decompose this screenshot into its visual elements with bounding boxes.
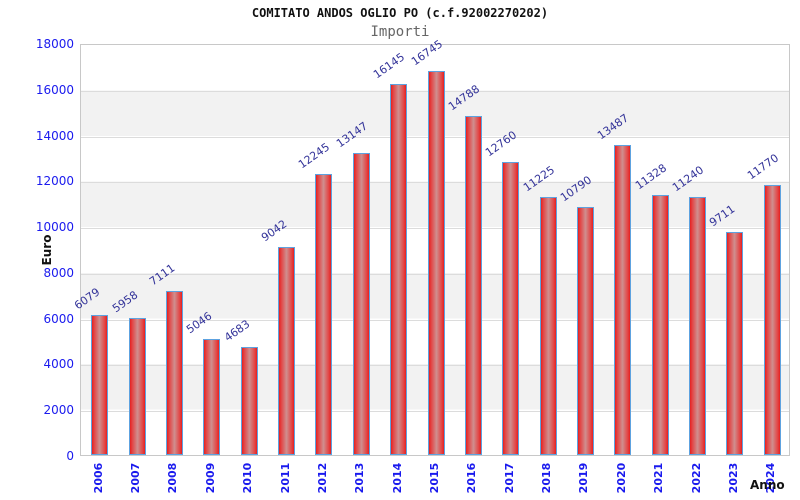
x-tick-label: 2009	[203, 462, 217, 494]
bar	[278, 247, 296, 455]
bar	[390, 84, 408, 455]
bar-value-label: 4683	[221, 317, 253, 344]
bar-value-label: 11240	[670, 163, 707, 194]
x-tick-label: 2022	[689, 462, 703, 494]
x-tick-label: 2012	[315, 462, 329, 494]
bar-value-label: 5958	[109, 288, 140, 315]
x-tick-label: 2007	[129, 462, 143, 494]
bar	[240, 346, 258, 455]
bar-value-label: 16745	[408, 37, 445, 68]
y-tick-label: 6000	[43, 311, 74, 326]
x-tick-label: 2021	[652, 462, 666, 494]
x-tick-label: 2016	[465, 462, 479, 494]
x-tick-label: 2013	[353, 462, 367, 494]
bar-value-label: 6079	[72, 285, 103, 313]
x-axis-title: Anno	[750, 478, 785, 492]
x-tick-label: 2006	[91, 462, 105, 494]
x-tick-label: 2011	[278, 462, 292, 494]
x-tick-label: 2008	[166, 462, 180, 494]
bar	[427, 70, 445, 455]
x-axis-ticks: 2006 2007 2008 2009 2010 2011 2012 2013 2014 2015…	[80, 458, 790, 500]
y-tick-label: 8000	[43, 265, 74, 280]
plot-area: 6079 5958 7111 5046 4683 9042 12245 13147 16145 1…	[72, 37, 790, 456]
bar-value-label: 9042	[258, 217, 290, 245]
y-tick-label: 4000	[43, 357, 74, 372]
bar	[315, 173, 333, 455]
bar	[128, 317, 146, 455]
bar	[689, 196, 707, 455]
y-tick-label: 2000	[43, 403, 74, 418]
bar-value-label: 11770	[744, 151, 781, 182]
bar	[352, 153, 370, 455]
bar-value-label: 5046	[184, 308, 215, 336]
chart-title: COMITATO ANDOS OGLIO PO (c.f.92002270202…	[251, 6, 549, 20]
y-tick-label: 14000	[35, 128, 74, 143]
bar-value-label: 11225	[520, 163, 557, 195]
x-tick-label: 2010	[241, 462, 255, 494]
bar-value-label: 11328	[632, 161, 669, 192]
bar	[464, 115, 482, 455]
bar-value-label: 9711	[707, 202, 738, 229]
x-tick-label: 2015	[428, 462, 441, 494]
bar	[726, 231, 744, 455]
x-tick-label: 2023	[726, 462, 740, 494]
bar	[576, 207, 594, 455]
y-axis-ticks: 0 2000 4000 6000 8000 10000 12000 14000 16000 180…	[0, 37, 74, 463]
bar	[91, 314, 109, 455]
bar-value-label: 13487	[595, 111, 632, 143]
bar	[614, 145, 632, 455]
bar	[539, 197, 557, 455]
x-tick-label: 2014	[390, 462, 404, 494]
bar-value-label: 7111	[146, 261, 178, 289]
bar	[502, 161, 520, 455]
bar	[165, 291, 183, 455]
x-tick-label: 2019	[577, 462, 591, 494]
bar	[651, 194, 669, 455]
y-tick-label: 0	[66, 449, 74, 463]
bar-value-label: 16145	[371, 50, 408, 82]
bar-value-label: 13147	[333, 119, 370, 151]
bar-value-label: 14788	[445, 81, 482, 113]
y-tick-label: 18000	[35, 37, 74, 51]
y-tick-label: 10000	[35, 220, 74, 235]
x-tick-label: 2018	[540, 462, 554, 494]
bar-value-label: 12245	[296, 140, 333, 171]
chart-subtitle: Importi	[370, 24, 430, 40]
x-tick-label: 2017	[502, 462, 516, 494]
bar	[203, 338, 221, 455]
x-tick-label: 2020	[614, 462, 628, 494]
y-tick-label: 16000	[35, 82, 74, 97]
bar-value-label: 10790	[557, 173, 595, 205]
bar	[763, 184, 781, 455]
bar-value-label: 12760	[483, 128, 520, 160]
y-tick-label: 12000	[35, 174, 74, 189]
